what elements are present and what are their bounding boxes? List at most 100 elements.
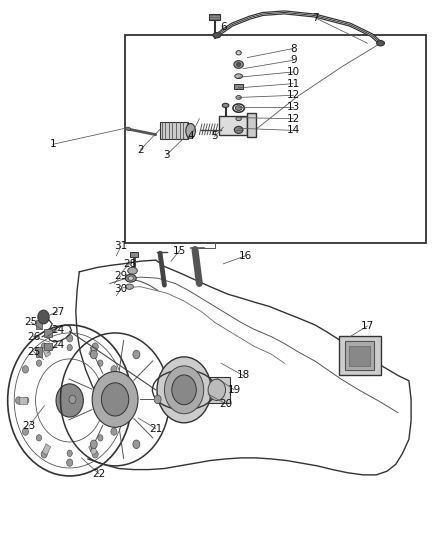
- Text: 24: 24: [51, 325, 64, 335]
- Text: 12: 12: [286, 114, 300, 124]
- Ellipse shape: [222, 103, 229, 108]
- Circle shape: [164, 366, 204, 414]
- Bar: [339, 336, 381, 375]
- Ellipse shape: [377, 41, 385, 46]
- Bar: [89, 346, 97, 357]
- Bar: [112, 397, 120, 403]
- Ellipse shape: [236, 95, 241, 99]
- Bar: [44, 343, 52, 350]
- Circle shape: [90, 440, 97, 449]
- Ellipse shape: [213, 33, 221, 38]
- Circle shape: [24, 397, 29, 403]
- Circle shape: [133, 440, 140, 449]
- Ellipse shape: [235, 106, 242, 110]
- Bar: [35, 348, 42, 357]
- Text: 14: 14: [286, 125, 300, 135]
- Circle shape: [90, 350, 97, 359]
- Circle shape: [36, 434, 42, 441]
- Circle shape: [15, 397, 21, 404]
- Text: 3: 3: [163, 150, 170, 160]
- Text: 29: 29: [114, 271, 127, 281]
- Circle shape: [111, 366, 117, 373]
- Text: 24: 24: [51, 340, 64, 350]
- Text: 20: 20: [219, 399, 232, 409]
- Text: 31: 31: [114, 241, 127, 251]
- Bar: [130, 252, 138, 257]
- Circle shape: [92, 343, 98, 350]
- Circle shape: [56, 384, 83, 417]
- Circle shape: [22, 366, 28, 373]
- Bar: [42, 346, 51, 357]
- Text: 19: 19: [228, 385, 241, 395]
- Bar: [345, 341, 374, 370]
- Bar: [19, 397, 27, 403]
- Bar: [247, 114, 256, 138]
- Ellipse shape: [126, 127, 131, 131]
- Ellipse shape: [128, 267, 138, 274]
- Ellipse shape: [234, 126, 243, 133]
- Circle shape: [67, 459, 73, 466]
- Text: 16: 16: [239, 251, 252, 261]
- Text: 10: 10: [286, 67, 300, 77]
- Text: 27: 27: [51, 306, 64, 317]
- Circle shape: [41, 343, 47, 350]
- Circle shape: [22, 428, 28, 435]
- Text: 23: 23: [22, 421, 36, 431]
- Text: 1: 1: [50, 139, 57, 149]
- Bar: [160, 122, 188, 139]
- Text: 18: 18: [237, 370, 250, 381]
- Circle shape: [208, 379, 226, 400]
- Bar: [42, 444, 51, 455]
- Text: 5: 5: [211, 131, 218, 141]
- Circle shape: [38, 310, 49, 324]
- Circle shape: [110, 397, 116, 403]
- Circle shape: [98, 360, 103, 366]
- Ellipse shape: [186, 124, 195, 139]
- Bar: [44, 329, 52, 337]
- Bar: [209, 14, 220, 20]
- Circle shape: [41, 450, 47, 458]
- Text: 17: 17: [361, 321, 374, 331]
- Text: 6: 6: [220, 22, 227, 33]
- Circle shape: [67, 344, 72, 351]
- Text: 28: 28: [123, 259, 136, 269]
- Ellipse shape: [126, 284, 134, 289]
- Circle shape: [67, 335, 73, 342]
- Text: 9: 9: [290, 55, 297, 65]
- Text: 25: 25: [25, 317, 38, 327]
- Circle shape: [36, 360, 42, 366]
- Text: 11: 11: [286, 79, 300, 88]
- Text: 13: 13: [286, 102, 300, 112]
- Text: 8: 8: [290, 44, 297, 53]
- Circle shape: [111, 428, 117, 435]
- Circle shape: [154, 395, 161, 403]
- Text: 12: 12: [286, 90, 300, 100]
- Circle shape: [157, 357, 211, 423]
- Text: 22: 22: [92, 469, 106, 479]
- Circle shape: [118, 397, 124, 404]
- Circle shape: [69, 395, 76, 403]
- Ellipse shape: [235, 74, 243, 78]
- Bar: [234, 84, 243, 90]
- Bar: [89, 444, 97, 455]
- Bar: [125, 35, 426, 243]
- Bar: [349, 346, 370, 366]
- Circle shape: [172, 375, 196, 405]
- Text: 15: 15: [173, 246, 186, 255]
- Ellipse shape: [125, 274, 136, 282]
- Ellipse shape: [234, 61, 244, 68]
- Text: 21: 21: [149, 424, 162, 434]
- Text: 2: 2: [137, 144, 144, 155]
- Bar: [204, 376, 230, 403]
- Ellipse shape: [236, 51, 241, 55]
- Ellipse shape: [237, 62, 241, 67]
- Text: 26: 26: [27, 332, 40, 342]
- Circle shape: [102, 383, 129, 416]
- Text: 4: 4: [187, 131, 194, 141]
- Bar: [219, 116, 247, 135]
- Text: 30: 30: [114, 284, 127, 294]
- Circle shape: [67, 450, 72, 456]
- Text: 7: 7: [312, 13, 318, 23]
- Circle shape: [98, 434, 103, 441]
- Text: 25: 25: [27, 346, 40, 357]
